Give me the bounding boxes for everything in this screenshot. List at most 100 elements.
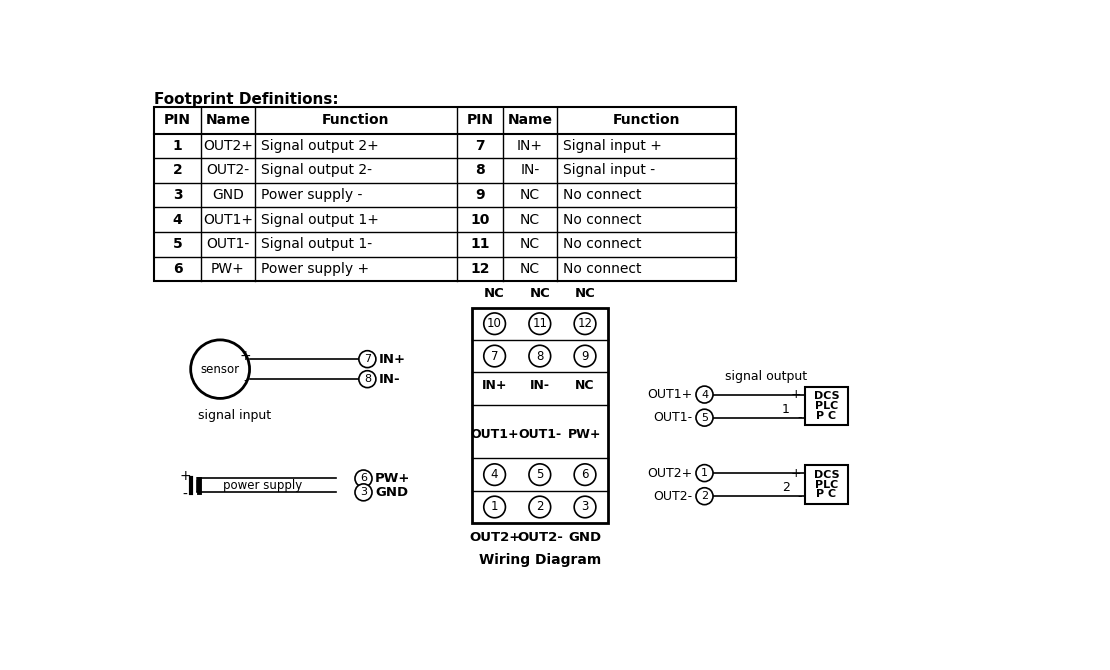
Text: 7: 7: [491, 350, 498, 362]
Text: -: -: [243, 375, 249, 389]
Text: Signal input -: Signal input -: [564, 163, 656, 178]
Text: Wiring Diagram: Wiring Diagram: [478, 553, 601, 567]
Circle shape: [696, 409, 713, 426]
Circle shape: [696, 488, 713, 505]
Text: NC: NC: [521, 188, 541, 202]
Text: GND: GND: [375, 486, 408, 499]
Text: 3: 3: [582, 500, 588, 513]
Bar: [472, 308, 607, 523]
Text: 6: 6: [173, 262, 182, 276]
Text: OUT2+: OUT2+: [470, 531, 521, 543]
Text: GND: GND: [568, 531, 602, 543]
Text: IN+: IN+: [517, 139, 543, 153]
Text: PIN: PIN: [466, 113, 493, 127]
Text: 9: 9: [475, 188, 485, 202]
Text: Footprint Definitions:: Footprint Definitions:: [154, 92, 339, 107]
Text: Power supply +: Power supply +: [261, 262, 370, 276]
Text: 1: 1: [491, 500, 498, 513]
Text: OUT1+: OUT1+: [471, 428, 518, 441]
Text: +: +: [240, 349, 252, 363]
Text: 6: 6: [360, 474, 367, 484]
Text: Name: Name: [507, 113, 553, 127]
Circle shape: [696, 386, 713, 403]
Text: sensor: sensor: [201, 362, 240, 376]
Text: PW+: PW+: [568, 428, 602, 441]
Bar: [154, 107, 736, 281]
Text: PW+: PW+: [375, 472, 411, 485]
Text: Function: Function: [322, 113, 390, 127]
Text: PLC: PLC: [815, 401, 838, 411]
Text: NC: NC: [521, 237, 541, 251]
Text: NC: NC: [484, 287, 505, 300]
Circle shape: [484, 313, 505, 334]
Text: signal input: signal input: [198, 409, 271, 422]
Text: 9: 9: [582, 350, 588, 362]
Text: 10: 10: [487, 317, 502, 330]
Circle shape: [529, 345, 551, 367]
Text: OUT2-: OUT2-: [654, 490, 693, 502]
Circle shape: [484, 345, 505, 367]
Text: 3: 3: [173, 188, 182, 202]
Circle shape: [529, 313, 551, 334]
Text: DCS: DCS: [814, 391, 839, 401]
Text: 6: 6: [582, 468, 588, 481]
Text: 1: 1: [781, 403, 790, 415]
Text: 2: 2: [700, 491, 708, 501]
Text: OUT2+: OUT2+: [647, 466, 693, 480]
Circle shape: [574, 464, 596, 486]
Text: NC: NC: [521, 262, 541, 276]
Text: NC: NC: [575, 379, 595, 392]
Text: 7: 7: [475, 139, 485, 153]
Text: PIN: PIN: [164, 113, 191, 127]
Text: Signal output 1+: Signal output 1+: [261, 213, 380, 226]
Text: IN-: IN-: [529, 379, 549, 392]
Circle shape: [359, 350, 376, 368]
Text: -: -: [797, 490, 801, 502]
Text: OUT2-: OUT2-: [206, 163, 250, 178]
Circle shape: [484, 464, 505, 486]
Text: 2: 2: [173, 163, 182, 178]
Text: 5: 5: [536, 468, 544, 481]
Text: +: +: [180, 469, 191, 483]
Text: OUT1+: OUT1+: [647, 388, 693, 401]
Text: PW+: PW+: [211, 262, 244, 276]
Text: 2: 2: [536, 500, 544, 513]
Text: 2: 2: [781, 481, 790, 494]
Text: OUT1-: OUT1-: [206, 237, 250, 251]
Circle shape: [191, 340, 250, 399]
Text: 7: 7: [364, 354, 371, 364]
Text: Signal output 1-: Signal output 1-: [261, 237, 372, 251]
Circle shape: [355, 470, 372, 487]
Text: P C: P C: [817, 411, 837, 421]
Circle shape: [529, 496, 551, 518]
Text: DCS: DCS: [814, 470, 839, 480]
Text: 3: 3: [360, 487, 367, 497]
Text: 4: 4: [491, 468, 498, 481]
Text: No connect: No connect: [564, 237, 642, 251]
Text: 8: 8: [536, 350, 544, 362]
Circle shape: [529, 464, 551, 486]
Text: OUT1-: OUT1-: [518, 428, 562, 441]
Text: signal output: signal output: [726, 371, 808, 383]
Text: NC: NC: [575, 287, 595, 300]
Text: OUT2-: OUT2-: [517, 531, 563, 543]
Circle shape: [355, 484, 372, 500]
Text: P C: P C: [817, 489, 837, 499]
Text: GND: GND: [212, 188, 244, 202]
Text: IN+: IN+: [482, 379, 507, 392]
Text: +: +: [790, 388, 801, 401]
Text: 12: 12: [577, 317, 593, 330]
Text: power supply: power supply: [223, 479, 302, 492]
Circle shape: [574, 313, 596, 334]
Text: IN-: IN-: [379, 373, 401, 386]
Text: 8: 8: [364, 374, 371, 384]
Text: No connect: No connect: [564, 188, 642, 202]
Circle shape: [696, 464, 713, 482]
Text: 11: 11: [533, 317, 547, 330]
Text: IN+: IN+: [379, 352, 406, 366]
Text: Signal output 2-: Signal output 2-: [261, 163, 372, 178]
Text: Power supply -: Power supply -: [261, 188, 363, 202]
Circle shape: [484, 496, 505, 518]
Text: No connect: No connect: [564, 262, 642, 276]
Text: 10: 10: [470, 213, 490, 226]
